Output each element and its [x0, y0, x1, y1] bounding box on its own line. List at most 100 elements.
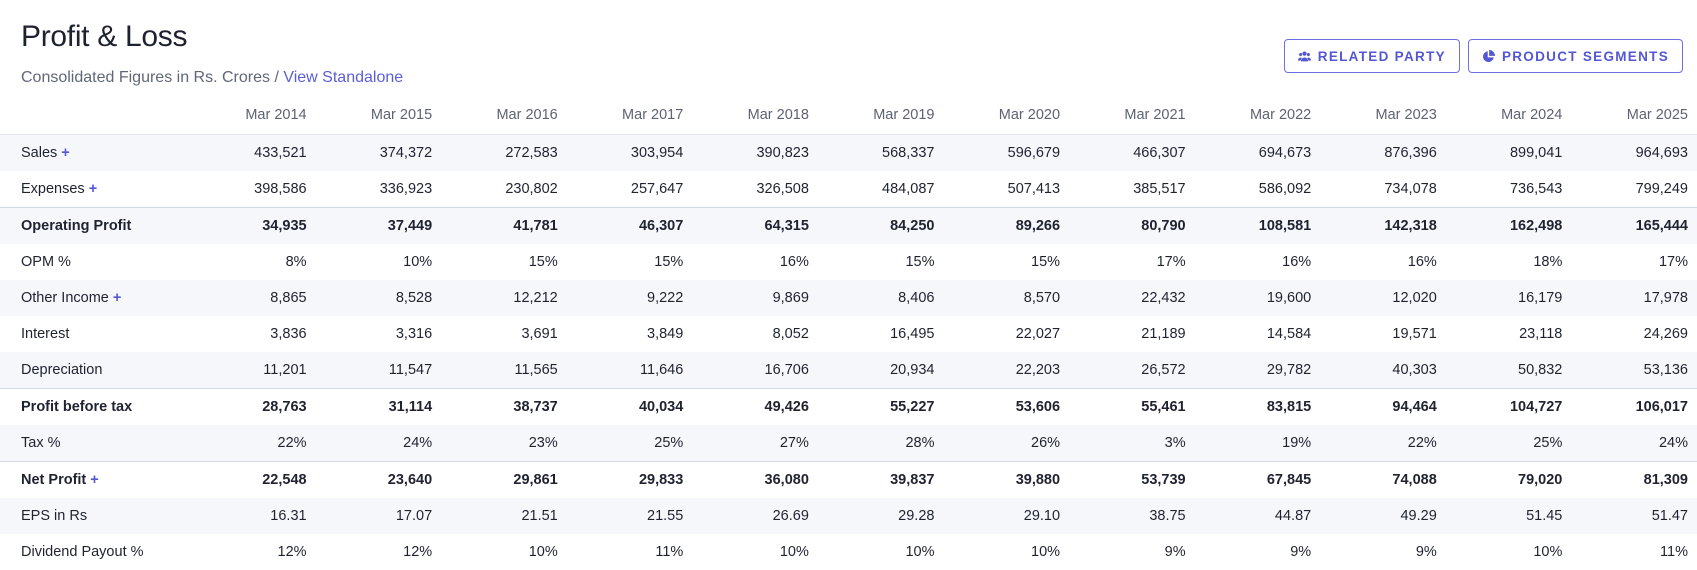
table-cell: 34,935 [190, 208, 316, 245]
column-header: Mar 2015 [316, 96, 442, 135]
header-actions: RELATED PARTY PRODUCT SEGMENTS [1284, 39, 1683, 73]
related-party-button[interactable]: RELATED PARTY [1284, 39, 1460, 73]
table-cell: 29.10 [943, 498, 1069, 534]
table-cell: 3,316 [316, 316, 442, 352]
table-cell: 17% [1069, 244, 1195, 280]
table-cell: 16% [1195, 244, 1321, 280]
table-cell: 11,201 [190, 352, 316, 389]
table-cell: 303,954 [567, 135, 693, 172]
table-cell: 55,227 [818, 389, 944, 426]
table-cell: 165,444 [1571, 208, 1697, 245]
expand-row-button[interactable]: + [89, 181, 97, 197]
expand-row-button[interactable]: + [61, 145, 69, 161]
table-cell: 22% [1320, 425, 1446, 462]
expand-row-button[interactable]: + [90, 472, 98, 488]
row-label-cell[interactable]: Other Income+ [0, 280, 190, 316]
row-label: Sales [21, 145, 57, 161]
table-cell: 23% [441, 425, 567, 462]
table-cell: 39,880 [943, 462, 1069, 499]
table-cell: 272,583 [441, 135, 567, 172]
table-cell: 29,833 [567, 462, 693, 499]
table-cell: 8% [190, 244, 316, 280]
table-cell: 15% [567, 244, 693, 280]
table-cell: 49,426 [692, 389, 818, 426]
table-cell: 37,449 [316, 208, 442, 245]
table-cell: 40,303 [1320, 352, 1446, 389]
row-label-cell: Operating Profit [0, 208, 190, 245]
column-header: Mar 2014 [190, 96, 316, 135]
table-cell: 26,572 [1069, 352, 1195, 389]
table-cell: 14,584 [1195, 316, 1321, 352]
table-cell: 142,318 [1320, 208, 1446, 245]
row-label-cell[interactable]: Expenses+ [0, 171, 190, 208]
table-cell: 8,865 [190, 280, 316, 316]
column-header: Mar 2018 [692, 96, 818, 135]
table-cell: 79,020 [1446, 462, 1572, 499]
product-segments-button[interactable]: PRODUCT SEGMENTS [1468, 39, 1683, 73]
table-cell: 26% [943, 425, 1069, 462]
row-label: Operating Profit [21, 218, 131, 234]
expand-row-button[interactable]: + [113, 290, 121, 306]
table-cell: 3% [1069, 425, 1195, 462]
table-cell: 876,396 [1320, 135, 1446, 172]
table-cell: 734,078 [1320, 171, 1446, 208]
row-label: Tax % [21, 435, 61, 451]
table-cell: 16% [1320, 244, 1446, 280]
table-cell: 89,266 [943, 208, 1069, 245]
table-cell: 19,600 [1195, 280, 1321, 316]
table-cell: 23,118 [1446, 316, 1572, 352]
table-cell: 36,080 [692, 462, 818, 499]
column-header: Mar 2021 [1069, 96, 1195, 135]
table-cell: 162,498 [1446, 208, 1572, 245]
table-cell: 3,849 [567, 316, 693, 352]
table-cell: 568,337 [818, 135, 944, 172]
table-cell: 799,249 [1571, 171, 1697, 208]
table-cell: 9,869 [692, 280, 818, 316]
row-label-cell: OPM % [0, 244, 190, 280]
table-cell: 80,790 [1069, 208, 1195, 245]
table-cell: 8,528 [316, 280, 442, 316]
table-cell: 12,020 [1320, 280, 1446, 316]
related-party-label: RELATED PARTY [1318, 49, 1446, 64]
table-cell: 8,052 [692, 316, 818, 352]
row-label-cell: Interest [0, 316, 190, 352]
table-cell: 21.51 [441, 498, 567, 534]
table-cell: 507,413 [943, 171, 1069, 208]
table-cell: 736,543 [1446, 171, 1572, 208]
table-cell: 10% [316, 244, 442, 280]
column-header: Mar 2025 [1571, 96, 1697, 135]
table-cell: 24% [316, 425, 442, 462]
row-label-cell: Tax % [0, 425, 190, 462]
table-cell: 106,017 [1571, 389, 1697, 426]
page-subtitle: Consolidated Figures in Rs. Crores / Vie… [21, 69, 403, 87]
table-cell: 19% [1195, 425, 1321, 462]
view-standalone-link[interactable]: View Standalone [283, 69, 403, 86]
table-cell: 53,739 [1069, 462, 1195, 499]
row-label: Interest [21, 326, 69, 342]
subtitle-text: Consolidated Figures in Rs. Crores / [21, 69, 279, 86]
row-label-cell: Profit before tax [0, 389, 190, 426]
table-cell: 16,179 [1446, 280, 1572, 316]
table-cell: 22,027 [943, 316, 1069, 352]
table-cell: 586,092 [1195, 171, 1321, 208]
table-cell: 26.69 [692, 498, 818, 534]
table-cell: 230,802 [441, 171, 567, 208]
row-label: Net Profit [21, 472, 86, 488]
table-cell: 19,571 [1320, 316, 1446, 352]
table-cell: 108,581 [1195, 208, 1321, 245]
table-cell: 50,832 [1446, 352, 1572, 389]
column-header: Mar 2020 [943, 96, 1069, 135]
row-label-cell[interactable]: Sales+ [0, 135, 190, 172]
table-cell: 22,548 [190, 462, 316, 499]
table-cell: 15% [441, 244, 567, 280]
table-cell: 21,189 [1069, 316, 1195, 352]
row-label-cell[interactable]: Net Profit+ [0, 462, 190, 499]
table-cell: 44.87 [1195, 498, 1321, 534]
